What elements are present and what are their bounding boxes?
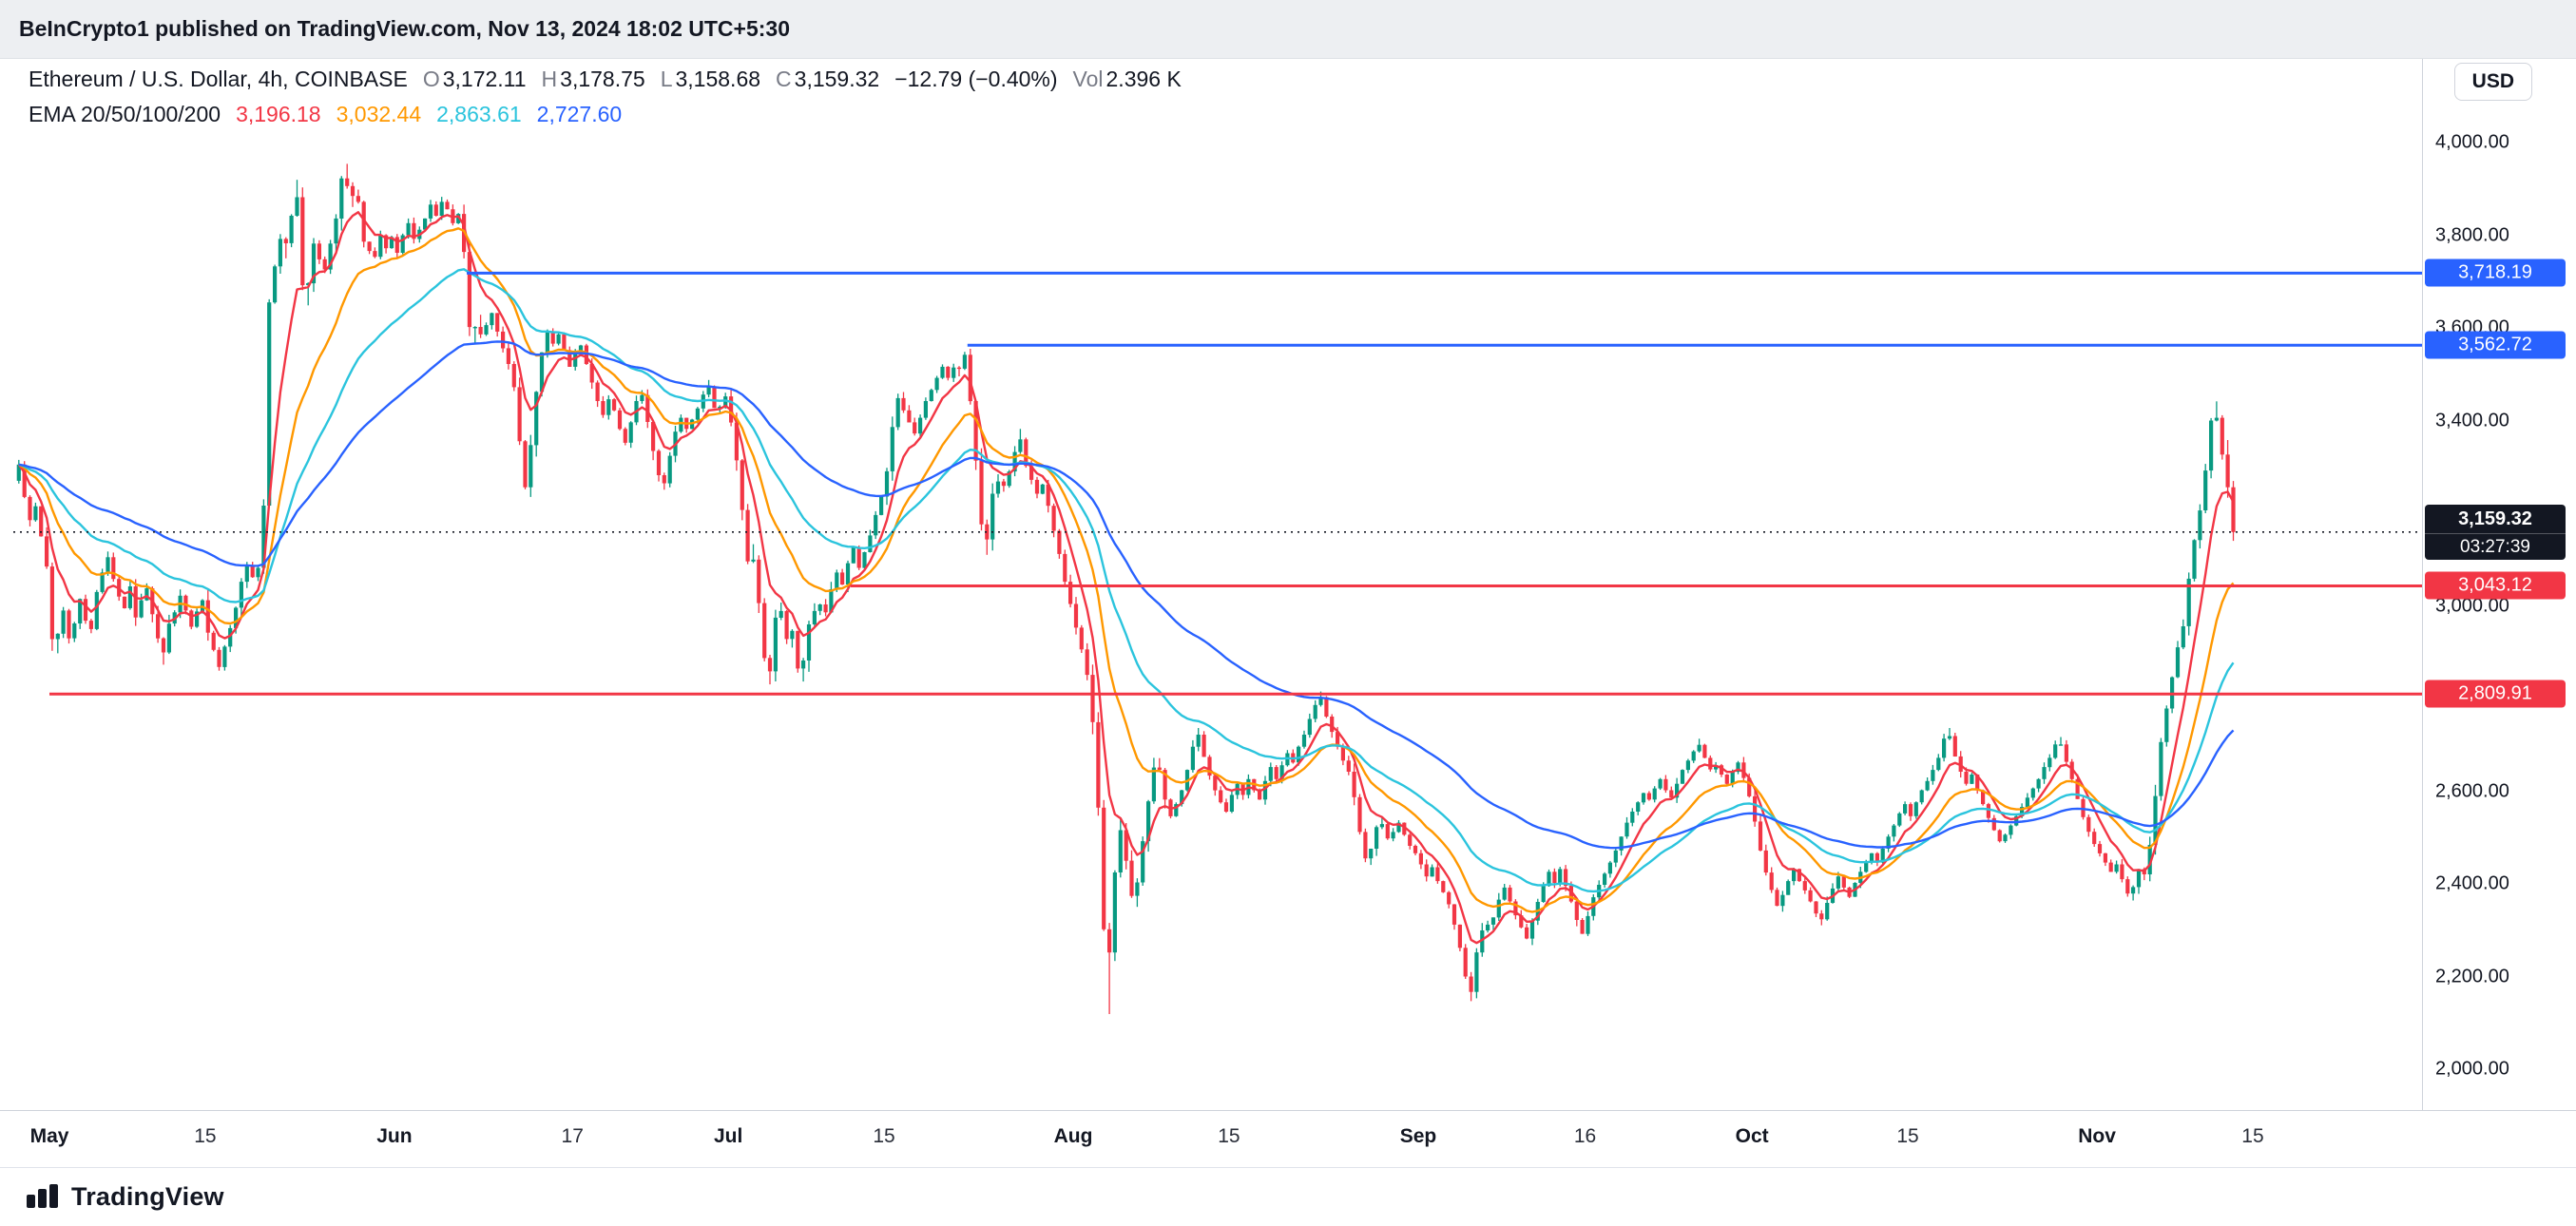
ema-100-line bbox=[18, 268, 2235, 893]
level-price-label[interactable]: 3,718.19 bbox=[2425, 259, 2566, 287]
ohlc-high: H 3,178.75 bbox=[542, 67, 645, 92]
bar-countdown: 03:27:39 bbox=[2425, 532, 2566, 560]
close-value: 3,159.32 bbox=[794, 67, 880, 91]
time-axis-label: 15 bbox=[1896, 1125, 1919, 1147]
price-axis-label: 4,000.00 bbox=[2435, 131, 2509, 153]
close-label: C bbox=[776, 67, 792, 91]
footer-bar: TradingView bbox=[0, 1167, 2576, 1226]
volume-group: Vol 2.396 K bbox=[1073, 67, 1182, 92]
ema50-value: 3,032.44 bbox=[336, 102, 422, 126]
ema-20-line bbox=[17, 211, 2235, 945]
change-value: −12.79 (−0.40%) bbox=[894, 67, 1058, 91]
ema-200-line bbox=[18, 340, 2235, 850]
level-price-label[interactable]: 3,043.12 bbox=[2425, 571, 2566, 600]
volume-label: Vol bbox=[1072, 67, 1104, 91]
candlestick-series bbox=[16, 163, 2236, 1014]
time-axis[interactable]: May 15 Jun 17 Jul 15 Aug 15 Sep 16 Oct 15 Nov 15 bbox=[0, 1110, 2576, 1167]
time-axis-label: 15 bbox=[873, 1125, 895, 1147]
tradingview-logo-icon[interactable] bbox=[27, 1183, 59, 1211]
ohlc-close: C 3,159.32 bbox=[776, 67, 879, 92]
ema20-value: 3,196.18 bbox=[236, 102, 321, 126]
ema-50-line bbox=[18, 227, 2235, 913]
time-axis-label: Nov bbox=[2078, 1125, 2116, 1147]
time-axis-label: 16 bbox=[1573, 1125, 1597, 1147]
time-axis-label: 15 bbox=[194, 1125, 217, 1147]
price-axis-label: 2,600.00 bbox=[2435, 780, 2509, 801]
price-axis-label: 3,800.00 bbox=[2435, 224, 2509, 245]
ema100-value: 2,863.61 bbox=[436, 102, 522, 126]
price-axis[interactable]: 3,159.32 03:27:39 4,000.00 3,800.00 3,600.… bbox=[2422, 59, 2575, 1167]
time-axis-label: Jun bbox=[376, 1125, 413, 1147]
low-value: 3,158.68 bbox=[675, 67, 761, 91]
level-price-label[interactable]: 2,809.91 bbox=[2425, 680, 2566, 708]
price-axis-label: 2,400.00 bbox=[2435, 872, 2509, 894]
price-axis-label: 2,000.00 bbox=[2435, 1058, 2509, 1080]
ema-legend-row: EMA 20/50/100/200 3,196.18 3,032.44 2,86… bbox=[29, 102, 1182, 137]
attribution-text: BeInCrypto1 published on TradingView.com… bbox=[19, 16, 790, 41]
time-axis-label: Aug bbox=[1053, 1125, 1093, 1147]
time-axis-label: 15 bbox=[2241, 1125, 2264, 1147]
last-price-label: 3,159.32 03:27:39 bbox=[2425, 504, 2566, 560]
level-price-label[interactable]: 3,562.72 bbox=[2425, 331, 2566, 359]
currency-toggle-usd[interactable]: USD bbox=[2453, 63, 2532, 101]
high-label: H bbox=[541, 67, 558, 91]
symbol-title[interactable]: Ethereum / U.S. Dollar, 4h, COINBASE bbox=[29, 67, 408, 91]
time-axis-label: May bbox=[29, 1125, 69, 1147]
ema-indicator-label[interactable]: EMA 20/50/100/200 bbox=[29, 102, 221, 126]
price-axis-label: 2,200.00 bbox=[2435, 966, 2509, 987]
low-label: L bbox=[660, 67, 673, 91]
symbol-legend-row: Ethereum / U.S. Dollar, 4h, COINBASE O 3,… bbox=[29, 67, 1182, 102]
open-label: O bbox=[422, 67, 440, 91]
ema200-value: 2,727.60 bbox=[536, 102, 623, 126]
price-axis-label: 3,000.00 bbox=[2435, 595, 2509, 616]
attribution-bar: BeInCrypto1 published on TradingView.com… bbox=[0, 0, 2576, 59]
volume-value: 2.396 K bbox=[1105, 67, 1182, 91]
last-price-value: 3,159.32 bbox=[2458, 508, 2532, 529]
time-axis-label: Jul bbox=[713, 1125, 743, 1147]
chart-area: Ethereum / U.S. Dollar, 4h, COINBASE O 3,… bbox=[0, 59, 2576, 1167]
tradingview-brand[interactable]: TradingView bbox=[71, 1182, 224, 1211]
price-axis-label: 3,400.00 bbox=[2435, 410, 2509, 431]
open-value: 3,172.11 bbox=[442, 67, 527, 91]
time-axis-label: 17 bbox=[561, 1125, 584, 1147]
chart-legend: Ethereum / U.S. Dollar, 4h, COINBASE O 3,… bbox=[29, 67, 1182, 137]
ohlc-open: O 3,172.11 bbox=[423, 67, 527, 92]
time-axis-label: Sep bbox=[1399, 1125, 1437, 1147]
ohlc-low: L 3,158.68 bbox=[661, 67, 760, 92]
time-axis-label: 15 bbox=[1218, 1125, 1240, 1147]
high-value: 3,178.75 bbox=[560, 67, 645, 91]
price-chart-canvas[interactable] bbox=[0, 59, 2576, 1167]
time-axis-label: Oct bbox=[1735, 1125, 1769, 1147]
